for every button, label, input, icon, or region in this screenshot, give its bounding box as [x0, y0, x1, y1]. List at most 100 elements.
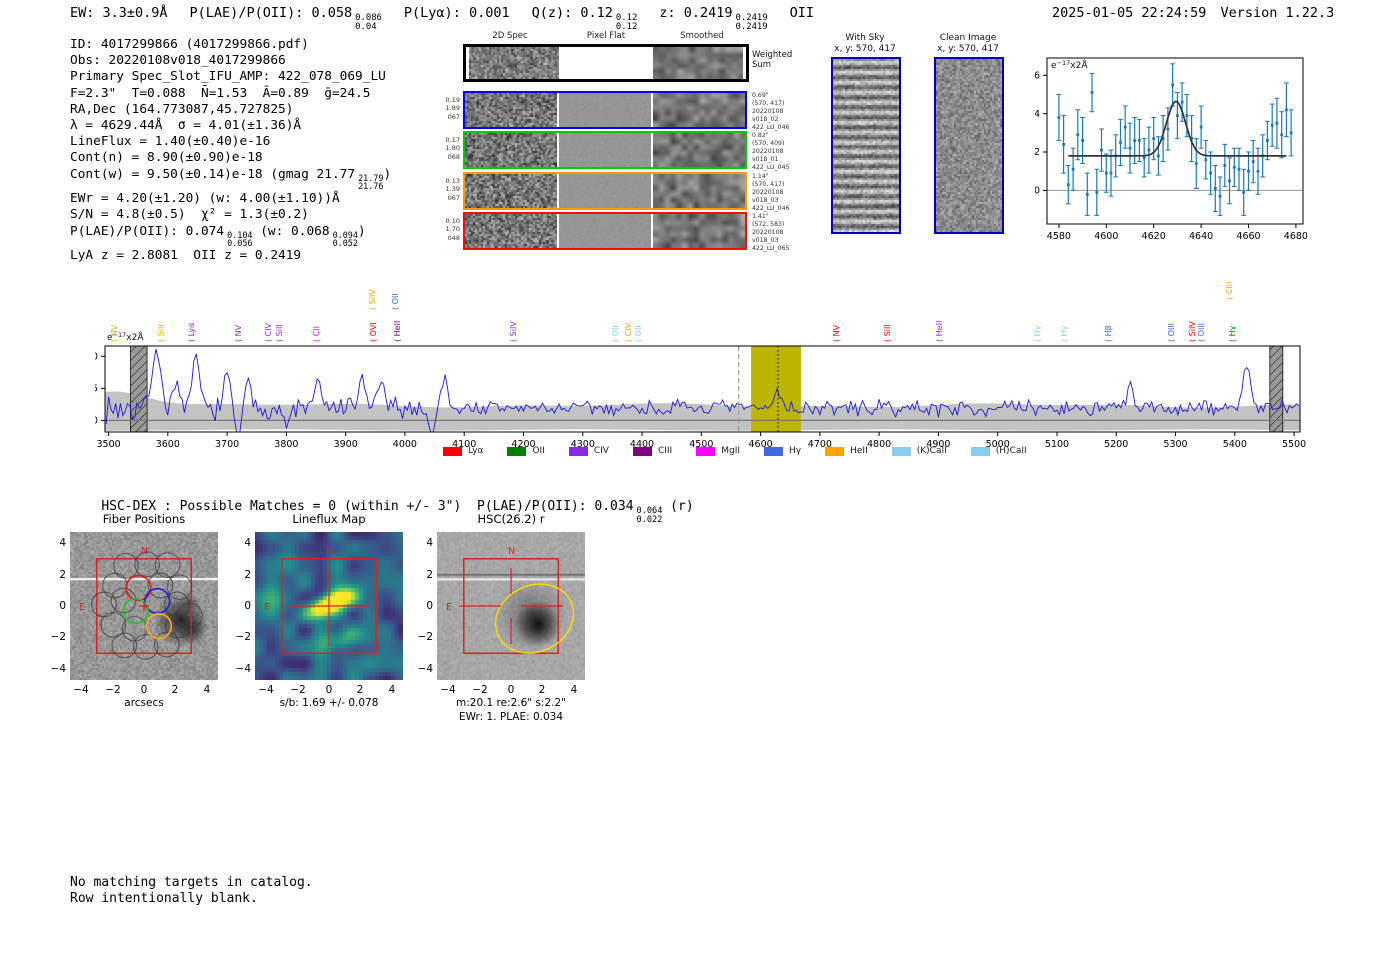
legend-swatch	[443, 446, 462, 456]
header-summary-line: EW: 3.3±0.9Å P(LAE)/P(OII): 0.058 0.086 0.…	[70, 5, 814, 33]
svg-text:4640: 4640	[1189, 231, 1213, 242]
fiber-circle	[147, 572, 174, 599]
legend-label: (H)CaII	[995, 446, 1027, 456]
legend-label: OII	[532, 446, 545, 456]
legend-swatch	[632, 446, 652, 456]
catalog-match-note: No matching targets in catalog. Row inte…	[70, 875, 313, 906]
svg-text:4700: 4700	[808, 439, 832, 450]
panel-ytick: 0	[59, 600, 66, 612]
panel-xtick: −2	[105, 684, 121, 696]
info-ewr: EWr = 4.20(±1.20) (w: 4.00(±1.10))Å	[70, 191, 340, 207]
panel-xtick: 4	[570, 684, 578, 696]
legend-label: CIII	[657, 446, 673, 456]
spectral-line-label-nv: ( NV	[832, 324, 842, 342]
legend-label: MgII	[721, 446, 741, 456]
legend-entry-oii: OII	[507, 446, 545, 456]
svg-text:4100: 4100	[452, 439, 476, 450]
svg-text:5200: 5200	[1104, 439, 1128, 450]
column-header-2d-spec: 2D Spec	[492, 31, 528, 41]
version: Version 1.22.3	[1220, 5, 1335, 21]
legend-entry-civ: CIV	[568, 446, 609, 456]
panel-xtick: −4	[73, 684, 89, 696]
row-pixel-flat-image	[559, 214, 651, 248]
cutout-row-right-labels: 1.14" (570, 417) 20220108 v018_03 422_LU_046	[752, 173, 790, 213]
legend-entry-lyα: Lyα	[443, 446, 483, 456]
info-wavelength: λ = 4629.44Å σ = 4.01(±1.36)Å	[70, 118, 302, 134]
info-lineflux: LineFlux = 1.40(±0.40)e-16	[70, 134, 271, 150]
clean-image-box	[934, 57, 1004, 234]
row-smoothed-image	[653, 174, 745, 208]
svg-text:5400: 5400	[1223, 439, 1247, 450]
cutout-row-right-labels: 1.41" (572, 583) 20220108 v018_03 422_LU_065	[752, 213, 790, 253]
east-label: E	[79, 602, 85, 613]
fiber-circle	[154, 552, 181, 578]
spectral-line-label-heii: ( HeII	[392, 320, 402, 342]
full-spectrum-chart: 3500 3600 3700 3800 3900 4000 4100 4200 4300 4400…	[86, 260, 1320, 470]
svg-text:4500: 4500	[689, 439, 713, 450]
legend-swatch	[507, 446, 527, 456]
spectral-line-label-siii: ( SiII	[275, 324, 285, 342]
panel-xtick: −4	[440, 684, 456, 696]
east-label: E	[264, 602, 270, 613]
extraction-box	[96, 558, 193, 655]
legend-entry-heii: HeII	[825, 446, 868, 456]
timestamp: 2025-01-05 22:24:59	[1052, 5, 1207, 21]
line-id-label: OII	[789, 5, 815, 21]
highlighted-fiber-circle	[125, 574, 152, 602]
north-label: N	[141, 546, 148, 557]
row-pixel-flat-image	[559, 93, 651, 127]
svg-text:4600: 4600	[749, 439, 773, 450]
spectral-line-label-nv: ( NV	[109, 324, 119, 342]
legend-swatch	[825, 446, 845, 456]
fiber-circle	[100, 612, 127, 638]
highlighted-fiber-circle	[145, 613, 173, 640]
legend-entry-(k)caii: (K)CaII	[891, 446, 947, 456]
fiber-circle	[113, 553, 139, 579]
svg-text:3600: 3600	[156, 439, 180, 450]
svg-text:4: 4	[1035, 109, 1040, 120]
redshift-value: z: 0.2419 0.2419 0.2419	[659, 5, 768, 33]
fiber-circle	[134, 551, 160, 578]
hsc-xlabel: m:20.1 re:2.6" s:2.2"	[456, 697, 566, 709]
panel-ytick: −2	[235, 631, 251, 643]
legend-swatch	[891, 446, 911, 456]
crosshair	[459, 568, 563, 644]
north-label: N	[326, 546, 333, 557]
legend-swatch	[568, 446, 588, 456]
panel-ytick: −4	[50, 663, 66, 675]
spectral-line-label-siiv: ( SiIV	[1187, 321, 1197, 342]
panel-xtick: 0	[140, 684, 148, 696]
spectral-line-label-civ: ( CIV	[264, 322, 274, 342]
cutout-row-right-labels: 0.69" (570, 417) 20220108 v018_02 422_LU_046	[752, 92, 790, 132]
svg-text:4800: 4800	[867, 439, 891, 450]
spectral-line-label-heii: ( HeII	[935, 320, 945, 342]
spectral-line-label-hγ: ( Hγ	[1228, 325, 1238, 342]
row-2d-spec-image	[465, 174, 557, 208]
svg-text:5100: 5100	[1045, 439, 1069, 450]
info-sn-chi2: S/N = 4.8(±0.5) χ² = 1.3(±0.2)	[70, 207, 309, 223]
spectral-line-label-cii: ( CII	[312, 326, 322, 342]
legend-label: HeII	[850, 446, 868, 456]
emission-line-fit-plot: 4580 4600 4620 4640 4660 4680 0 2 4 6	[1034, 57, 1308, 242]
spectral-line-label-oii: ( OII	[391, 293, 401, 310]
panel-ytick: −4	[235, 663, 251, 675]
info-obs: Obs: 20220108v018_4017299866	[70, 53, 286, 69]
footer-line1: No matching targets in catalog.	[70, 875, 313, 890]
panel-xtick: −4	[258, 684, 274, 696]
panel-ytick: 0	[426, 600, 433, 612]
north-label: N	[508, 546, 515, 557]
svg-text:4680: 4680	[1284, 231, 1308, 242]
clean-image	[936, 59, 1002, 232]
svg-text:4200: 4200	[511, 439, 535, 450]
spectral-line-legend: Lyα OII CIV CIII MgII Hγ HeII (K)CaII (H)CaII	[443, 446, 1027, 456]
panel-xtick: 2	[356, 684, 364, 696]
panel-ytick: −2	[50, 631, 66, 643]
ew-value: EW: 3.3±0.9Å	[70, 5, 168, 21]
detection-info-block: ID: 4017299866 (4017299866.pdf) Obs: 202…	[70, 37, 391, 264]
legend-label: CIV	[593, 446, 609, 456]
spectral-line-label-hβ: ( Hβ	[1104, 325, 1114, 342]
legend-entry-mgii: MgII	[696, 446, 740, 456]
row-2d-spec-image	[465, 214, 557, 248]
panel-ytick: 4	[59, 537, 66, 549]
